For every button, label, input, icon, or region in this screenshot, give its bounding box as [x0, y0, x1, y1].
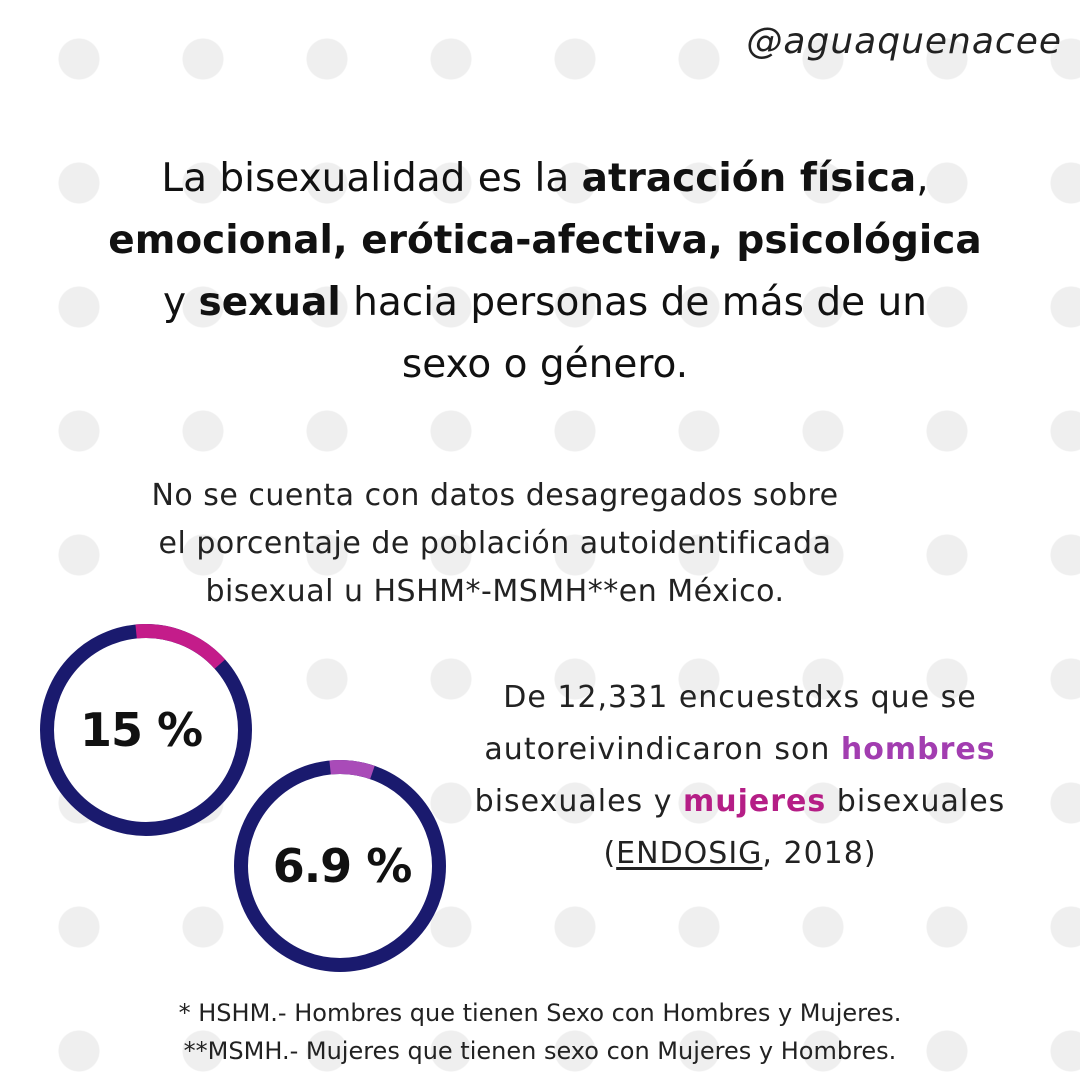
definition-line-4: sexo o género.	[401, 342, 689, 387]
data-availability-note: No se cuenta con datos desagregados sobr…	[90, 472, 900, 616]
definition-emphasis-3: psicológica	[722, 218, 982, 263]
definition-emphasis-2: emocional, erótica-afectiva,	[108, 218, 723, 263]
source-link[interactable]: ENDOSIG	[616, 836, 763, 871]
definition-text: La bisexualidad es la atracción física, …	[70, 148, 1020, 396]
definition-emphasis-4: sexual	[198, 280, 341, 325]
men-highlight: hombres	[840, 732, 996, 767]
definition-line-3: y sexual hacia personas de más de un	[70, 272, 1020, 334]
note-line-1: No se cuenta con datos desagregados sobr…	[151, 478, 839, 513]
percentage-ring-women: 6.9 %	[234, 760, 446, 972]
ring-value-men: 15 %	[79, 703, 203, 757]
account-handle: @aguaquenacee	[746, 21, 1062, 62]
note-line-2: el porcentaje de población autoidentific…	[158, 526, 832, 561]
stats-text-4a: (	[603, 836, 617, 871]
ring-arc-women	[329, 760, 375, 780]
definition-text-3c: hacia personas de más de un	[340, 280, 927, 325]
definition-text-3a: y	[163, 280, 199, 325]
definition-line-2: emocional, erótica-afectiva, psicológica	[70, 210, 1020, 272]
definition-line-1: La bisexualidad es la atracción física,	[70, 148, 1020, 210]
ring-arc-men	[135, 624, 226, 669]
stats-line-3: bisexuales y mujeres bisexuales	[440, 776, 1040, 828]
note-line-3: bisexual u HSHM*-MSMH**en México.	[205, 574, 785, 609]
footnote-2: **MSMH.- Mujeres que tienen sexo con Muj…	[183, 1037, 897, 1065]
stats-text-4c: , 2018)	[762, 836, 877, 871]
percentage-ring-men: 15 %	[40, 624, 252, 836]
footnotes: * HSHM.- Hombres que tienen Sexo con Hom…	[40, 994, 1040, 1070]
stats-line-4: (ENDOSIG, 2018)	[440, 828, 1040, 880]
stats-line-1: De 12,331 encuestdxs que se	[503, 680, 977, 715]
ring-value-women: 6.9 %	[272, 839, 413, 893]
definition-emphasis-1: atracción física	[581, 156, 917, 201]
footnote-1: * HSHM.- Hombres que tienen Sexo con Hom…	[178, 999, 902, 1027]
stats-text-3a: bisexuales y	[474, 784, 684, 819]
stats-line-2: autoreivindicaron son hombres	[440, 724, 1040, 776]
women-highlight: mujeres	[683, 784, 827, 819]
survey-stats-text: De 12,331 encuestdxs que se autoreivindi…	[440, 672, 1040, 880]
stats-text-2a: autoreivindicaron son	[484, 732, 841, 767]
stats-text-3c: bisexuales	[826, 784, 1006, 819]
definition-text-1c: ,	[916, 156, 929, 201]
definition-text-1a: La bisexualidad es la	[161, 156, 582, 201]
